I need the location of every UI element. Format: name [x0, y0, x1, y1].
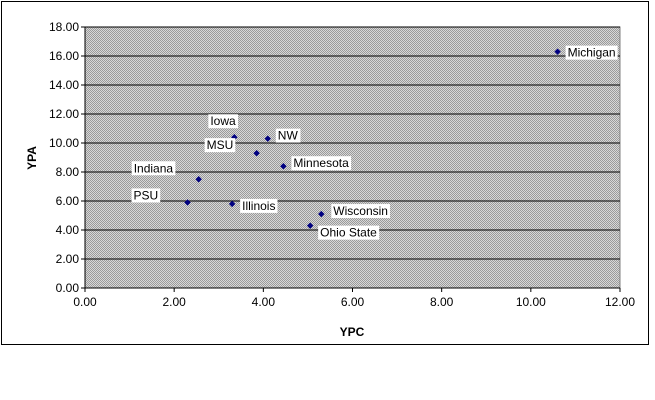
x-tick-label: 8.00 [430, 295, 454, 309]
x-tick-label: 4.00 [252, 295, 276, 309]
y-tick-label: 0.00 [56, 281, 80, 295]
data-points [184, 48, 561, 229]
data-point-indiana [195, 176, 202, 183]
data-point-ohio-state [306, 222, 314, 229]
data-point-illinois [228, 200, 236, 208]
y-tick-label: 2.00 [56, 252, 80, 266]
x-axis-title: YPC [340, 325, 365, 339]
point-label-michigan: Michigan [568, 46, 616, 60]
point-label-illinois: Illinois [242, 199, 275, 213]
point-label-background [291, 156, 352, 171]
point-label-background [331, 204, 390, 219]
point-labels: Michigan Iowa NW MSU Minnesota Indiana PSU Illi… [131, 45, 618, 240]
y-tick-label: 6.00 [56, 194, 80, 208]
point-label-background [204, 138, 236, 153]
gridlines [85, 26, 620, 260]
x-tick-label: 10.00 [516, 295, 546, 309]
y-tick-label: 8.00 [56, 165, 80, 179]
point-label-background [275, 128, 301, 143]
data-point-nw [264, 135, 271, 142]
x-tick-labels: 0.00 2.00 4.00 6.00 8.00 10.00 12.00 [73, 288, 635, 309]
y-tick-label: 16.00 [49, 49, 79, 63]
point-label-iowa: Iowa [210, 114, 236, 128]
point-label-indiana: Indiana [134, 161, 174, 175]
data-point-psu [184, 199, 191, 206]
y-tick-label: 18.00 [49, 20, 79, 34]
point-label-ohio-state: Ohio State [320, 226, 377, 240]
data-point-michigan [554, 48, 561, 55]
x-tick-label: 12.00 [605, 295, 635, 309]
point-label-background [208, 114, 239, 129]
point-label-background [131, 161, 176, 176]
point-label-psu: PSU [134, 188, 159, 202]
x-tick-label: 6.00 [341, 295, 365, 309]
y-tick-label: 10.00 [49, 136, 79, 150]
x-tick-label: 0.00 [73, 295, 97, 309]
point-label-background [131, 188, 161, 203]
y-tick-label: 4.00 [56, 223, 80, 237]
x-tick-label: 2.00 [162, 295, 186, 309]
point-label-background [318, 225, 380, 240]
point-label-wisconsin: Wisconsin [333, 204, 388, 218]
plot-background [84, 26, 621, 289]
point-label-background [240, 198, 278, 213]
y-tick-labels: 0.00 2.00 4.00 6.00 8.00 10.00 12.00 14.00 16.00… [49, 20, 85, 295]
point-label-msu: MSU [207, 138, 234, 152]
plot-area [84, 26, 621, 289]
y-tick-label: 14.00 [49, 78, 79, 92]
point-label-background [565, 45, 618, 60]
y-axis-title: YPA [25, 146, 39, 170]
point-label-minnesota: Minnesota [293, 156, 349, 170]
data-point-msu [253, 149, 260, 157]
data-point-wisconsin [318, 210, 325, 218]
y-tick-label: 12.00 [49, 107, 79, 121]
data-point-minnesota [280, 163, 287, 170]
point-label-nw: NW [278, 129, 299, 143]
